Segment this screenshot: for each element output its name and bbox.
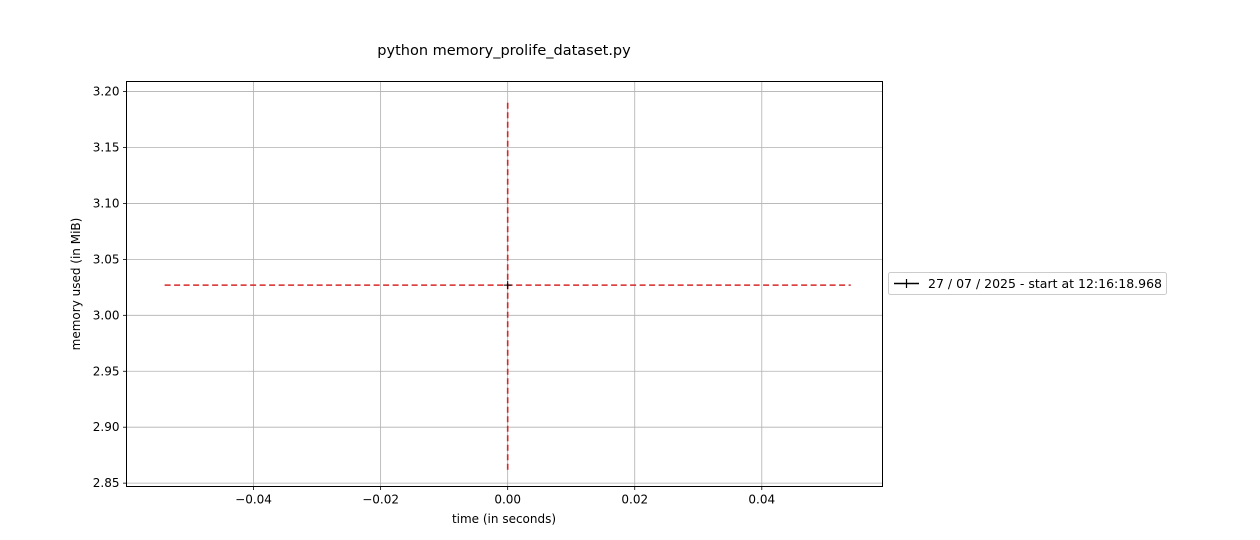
y-axis-label: memory used (in MiB) <box>69 218 83 351</box>
legend: 27 / 07 / 2025 - start at 12:16:18.968 <box>888 272 1167 295</box>
grid-lines <box>126 81 883 487</box>
series-layer <box>503 281 512 290</box>
legend-frame <box>888 272 1167 295</box>
y-axis-ticks: 2.85 2.90 2.95 3.00 3.05 3.10 3.15 3.20 <box>93 85 127 490</box>
x-tick-label: −0.04 <box>235 493 272 507</box>
plot-frame <box>126 81 883 487</box>
y-tick-label: 2.95 <box>93 364 120 378</box>
x-tick-label: 0.00 <box>494 493 521 507</box>
x-tick-label: 0.04 <box>748 493 775 507</box>
y-tick-label: 3.15 <box>93 141 120 155</box>
x-axis-label: time (in seconds) <box>452 512 556 526</box>
y-tick-label: 2.85 <box>93 476 120 490</box>
y-tick-label: 2.90 <box>93 420 120 434</box>
x-tick-label: −0.02 <box>362 493 399 507</box>
x-tick-label: 0.02 <box>621 493 648 507</box>
y-tick-label: 3.10 <box>93 196 120 210</box>
y-tick-label: 3.00 <box>93 308 120 322</box>
chart-title: python memory_prolife_dataset.py <box>377 43 631 59</box>
y-tick-label: 3.05 <box>93 252 120 266</box>
data-point <box>503 281 512 290</box>
y-tick-label: 3.20 <box>93 85 120 99</box>
x-axis-ticks: −0.04 −0.02 0.00 0.02 0.04 <box>235 486 775 507</box>
legend-entry-label: 27 / 07 / 2025 - start at 12:16:18.968 <box>928 276 1162 291</box>
